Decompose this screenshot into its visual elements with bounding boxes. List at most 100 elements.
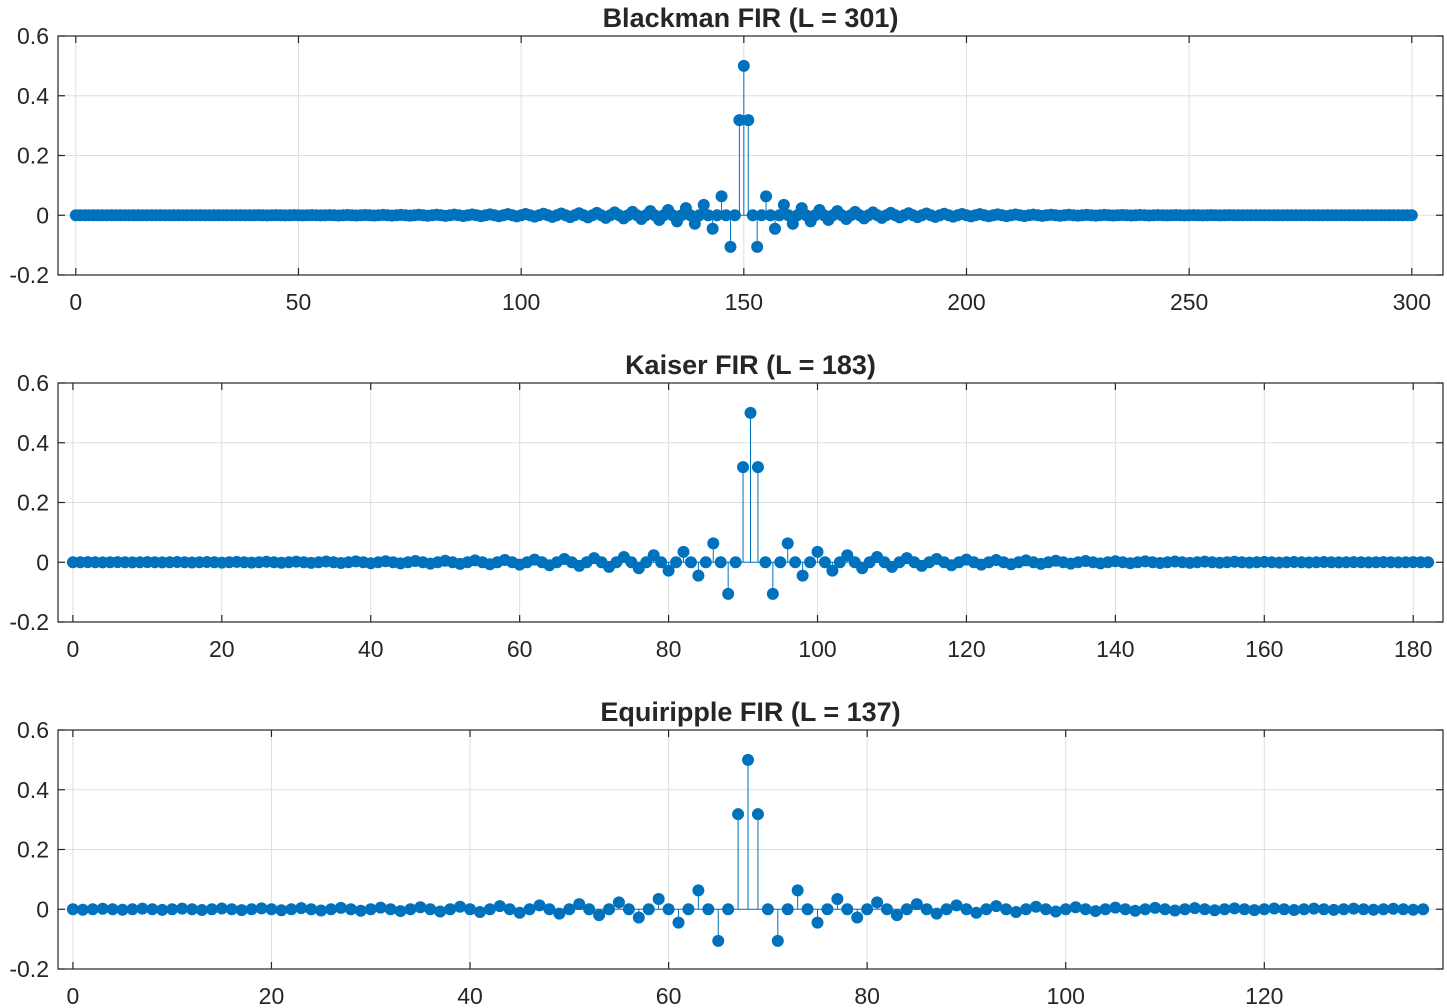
- x-tick-label: 160: [1245, 636, 1283, 662]
- subplot-kaiser: Kaiser FIR (L = 183) 0 20 40 60 80 100 120 140 1…: [9, 350, 1444, 662]
- stem-marker: [871, 896, 884, 909]
- stem-marker: [732, 808, 745, 821]
- stem-marker: [1407, 903, 1420, 916]
- stem-marker: [841, 903, 854, 916]
- stem-marker: [1417, 903, 1430, 916]
- stem-marker: [1317, 903, 1330, 916]
- stem-marker: [1208, 904, 1221, 917]
- stem-marker: [791, 884, 804, 897]
- stem-marker: [106, 903, 119, 916]
- stem-marker: [642, 903, 655, 916]
- stem-marker: [711, 209, 724, 222]
- stem-marker: [777, 198, 790, 211]
- stem-marker: [1099, 903, 1112, 916]
- stem-marker: [702, 903, 715, 916]
- x-tick-label: 100: [1047, 983, 1085, 1008]
- stem-marker: [677, 545, 690, 558]
- y-tick-label: 0: [36, 549, 49, 575]
- stems: [66, 753, 1430, 947]
- stem-marker: [910, 898, 923, 911]
- stem-marker: [697, 198, 710, 211]
- stem-marker: [744, 406, 757, 419]
- chart-title: Kaiser FIR (L = 183): [625, 350, 876, 380]
- stem-marker: [1149, 901, 1162, 914]
- stem-marker: [1238, 903, 1251, 916]
- stem-marker: [751, 240, 764, 253]
- stem-marker: [295, 902, 308, 915]
- subplot-blackman: Blackman FIR (L = 301) 0 50 100 150 200 250 30…: [9, 3, 1444, 315]
- x-tick-label: 140: [1096, 636, 1134, 662]
- stem-marker: [733, 114, 746, 127]
- stem-marker: [742, 753, 755, 766]
- stem-marker: [1298, 903, 1311, 916]
- stem-marker: [434, 905, 447, 918]
- x-tick-label: 300: [1393, 289, 1431, 315]
- stem-marker: [707, 537, 720, 550]
- stem-marker: [737, 59, 750, 72]
- stem-marker: [746, 209, 759, 222]
- stem-marker: [980, 903, 993, 916]
- stem-marker: [682, 903, 695, 916]
- stem-marker: [612, 896, 625, 909]
- stem-marker: [285, 903, 298, 916]
- x-tick-label: 80: [656, 636, 682, 662]
- stem-marker: [890, 909, 903, 922]
- stem-marker: [553, 907, 566, 920]
- stem-marker: [156, 903, 169, 916]
- stem-marker: [774, 556, 787, 569]
- y-tick-label: 0.6: [17, 370, 49, 396]
- ticks: 0 50 100 150 200 250 300 -0.2 0 0.2 0.4 0.6: [9, 23, 1443, 315]
- stem-marker: [670, 556, 683, 569]
- stem-marker: [1049, 905, 1062, 918]
- stem-marker: [543, 903, 556, 916]
- x-tick-label: 20: [259, 983, 285, 1008]
- x-tick-label: 120: [1245, 983, 1283, 1008]
- x-tick-label: 200: [947, 289, 985, 315]
- stem-marker: [265, 903, 278, 916]
- stem-marker: [1258, 903, 1271, 916]
- stem-marker: [821, 903, 834, 916]
- stem-marker: [1367, 903, 1380, 916]
- x-tick-label: 40: [358, 636, 384, 662]
- stem-marker: [1129, 904, 1142, 917]
- x-tick-label: 150: [725, 289, 763, 315]
- stem-marker: [760, 190, 773, 203]
- stem-marker: [1248, 904, 1261, 917]
- stems: [66, 406, 1435, 600]
- y-tick-label: 0.4: [17, 430, 49, 456]
- x-tick-label: 180: [1394, 636, 1432, 662]
- stem-marker: [1198, 903, 1211, 916]
- stem-marker: [826, 564, 839, 577]
- x-tick-label: 0: [66, 983, 79, 1008]
- stem-marker: [781, 903, 794, 916]
- stem-marker: [225, 903, 238, 916]
- subplot-equiripple: Equiripple FIR (L = 137) 0 20 40 60 80 100 120…: [9, 697, 1444, 1008]
- stem-marker: [533, 899, 546, 912]
- stem-marker: [1327, 903, 1340, 916]
- stem-marker: [1168, 904, 1181, 917]
- stem-marker: [1039, 903, 1052, 916]
- stem-marker: [513, 906, 526, 919]
- stem-marker: [811, 545, 824, 558]
- stem-marker: [759, 556, 772, 569]
- stem-marker: [245, 903, 258, 916]
- stem-marker: [1218, 903, 1231, 916]
- stem-marker: [1268, 902, 1281, 915]
- stem-marker: [861, 903, 874, 916]
- stem-marker: [722, 903, 735, 916]
- stem-marker: [66, 903, 79, 916]
- stem-marker: [523, 903, 536, 916]
- stem-marker: [1347, 902, 1360, 915]
- x-tick-label: 60: [507, 636, 533, 662]
- stem-marker: [706, 222, 719, 235]
- stem-marker: [86, 903, 99, 916]
- stem-marker: [603, 903, 616, 916]
- stem-marker: [464, 903, 477, 916]
- stem-marker: [1089, 905, 1102, 918]
- stem-marker: [742, 114, 755, 127]
- stem-marker: [652, 892, 665, 905]
- stem-marker: [325, 903, 338, 916]
- stem-marker: [1307, 902, 1320, 915]
- x-tick-label: 0: [69, 289, 82, 315]
- stem-marker: [950, 899, 963, 912]
